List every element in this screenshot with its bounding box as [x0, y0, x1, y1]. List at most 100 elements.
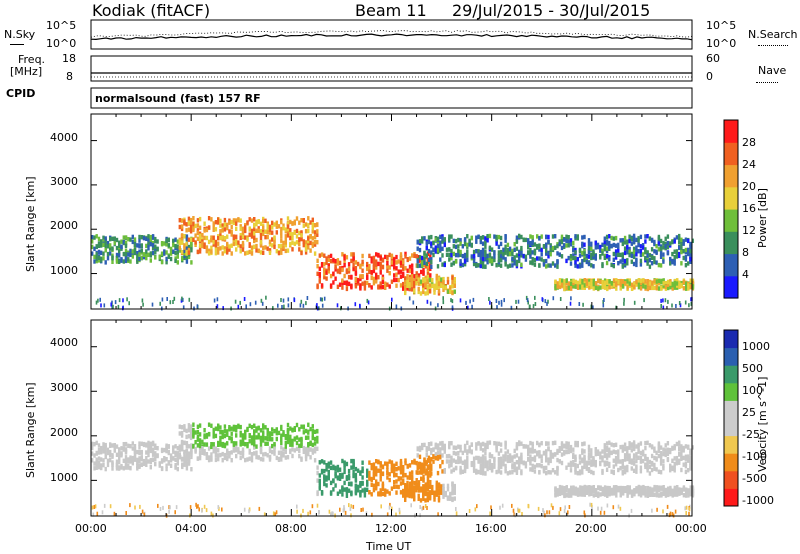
velocity-cell: [309, 447, 312, 452]
velocity-cell: [160, 466, 164, 472]
power-cell: [574, 284, 577, 289]
power-cell: [655, 260, 658, 265]
velocity-cell: [657, 453, 661, 459]
power-cell: [212, 221, 215, 226]
power-cell: [122, 298, 124, 303]
power-cell: [475, 263, 478, 268]
power-cell: [605, 246, 609, 251]
velocity-cell: [437, 483, 441, 488]
velocity-cell: [424, 504, 427, 508]
velocity-cell: [203, 434, 206, 440]
velocity-cell: [522, 444, 525, 449]
velocity-cell: [585, 466, 588, 471]
power-cell: [347, 274, 351, 280]
velocity-cell: [343, 507, 346, 512]
velocity-cell: [563, 491, 566, 496]
power-cell: [259, 236, 263, 242]
date-range: 29/Jul/2015 - 30/Jul/2015: [452, 1, 651, 20]
velocity-cell: [680, 450, 683, 455]
velocity-cell: [334, 474, 337, 479]
power-cell: [235, 238, 238, 243]
velocity-cell: [411, 460, 414, 465]
power-cell: [386, 282, 389, 287]
power-cell: [633, 284, 636, 290]
power-cell: [594, 256, 597, 261]
velocity-cell: [109, 457, 112, 463]
power-cell: [375, 262, 378, 267]
power-cell: [217, 220, 220, 225]
velocity-cell: [540, 464, 543, 469]
power-cell: [563, 286, 566, 292]
power-cell: [429, 254, 432, 260]
power-cell: [415, 271, 418, 276]
power-cell: [97, 249, 101, 255]
velocity-cell: [149, 465, 152, 470]
power-cell: [91, 235, 94, 240]
velocity-cell: [320, 468, 324, 474]
velocity-cell: [511, 503, 513, 508]
velocity-cell: [621, 485, 625, 491]
power-cell: [318, 277, 321, 283]
velocity-cell: [165, 466, 168, 472]
power-cell: [245, 304, 247, 309]
power-cell: [675, 253, 679, 258]
power-cell: [587, 241, 591, 246]
velocity-cell: [470, 442, 473, 447]
power-cell: [138, 244, 141, 249]
power-cell: [289, 219, 292, 225]
power-cell: [106, 240, 110, 246]
power-cell: [217, 236, 220, 241]
power-cell: [410, 283, 414, 289]
velocity-cell: [145, 456, 148, 461]
power-cell: [546, 301, 548, 306]
velocity-cell: [363, 489, 367, 495]
velocity-cell: [524, 461, 528, 466]
power-cell: [133, 250, 137, 256]
power-cell: [639, 283, 643, 289]
power-cell: [391, 297, 393, 302]
power-cell: [527, 300, 529, 305]
power-cell: [178, 239, 181, 244]
power-cell: [145, 243, 148, 249]
velocity-cell: [244, 442, 247, 447]
velocity-cell: [259, 456, 263, 462]
velocity-cell: [576, 442, 579, 448]
power-cell: [151, 302, 154, 307]
power-cell: [241, 226, 245, 231]
power-cell: [630, 259, 633, 264]
velocity-cell: [603, 492, 607, 497]
velocity-cell: [689, 455, 692, 461]
power-cell: [91, 251, 94, 256]
power-cell: [250, 251, 254, 256]
velocity-cell: [621, 471, 624, 476]
power-cell: [426, 269, 430, 274]
power-cell: [205, 235, 209, 241]
velocity-cell: [159, 507, 162, 511]
velocity-cell: [587, 448, 591, 453]
power-cell: [222, 306, 224, 311]
power-cell: [650, 261, 654, 266]
velocity-cell: [212, 434, 215, 439]
velocity-cell: [381, 486, 385, 491]
velocity-cell: [501, 503, 504, 508]
velocity-cell: [612, 449, 615, 454]
power-cell: [624, 281, 627, 286]
velocity-cell: [502, 462, 505, 467]
power-cell: [605, 248, 609, 254]
velocity-cell: [329, 480, 333, 486]
power-cell: [590, 279, 593, 284]
power-cell: [502, 251, 505, 257]
power-cell: [623, 301, 625, 306]
power-cell: [230, 219, 233, 225]
velocity-cell: [309, 440, 312, 445]
power-cell: [660, 304, 662, 308]
power-cell: [687, 261, 690, 266]
power-cell: [295, 228, 299, 234]
velocity-cell: [651, 508, 653, 513]
velocity-cell: [490, 505, 492, 510]
power-cell: [395, 304, 398, 309]
velocity-cell: [399, 481, 403, 486]
velocity-cell: [648, 488, 652, 493]
power-cell: [650, 238, 654, 243]
velocity-cell: [466, 440, 469, 445]
